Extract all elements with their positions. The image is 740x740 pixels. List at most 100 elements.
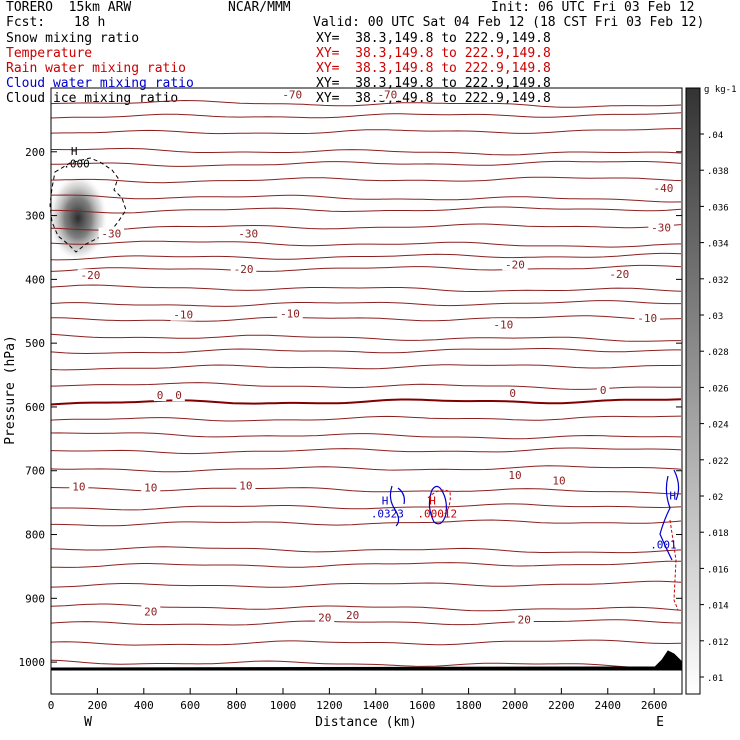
contour-label-bg xyxy=(514,613,534,626)
contour-label: -30 xyxy=(101,228,121,241)
forecast-label: Fcst: xyxy=(6,15,46,30)
y-tick-label: 800 xyxy=(25,529,45,542)
contour-label-bg xyxy=(490,318,517,331)
contour-label: 20 xyxy=(518,614,531,627)
cloud-water-contour xyxy=(389,485,405,527)
contour-label-bg xyxy=(170,308,196,321)
contour-label: -10 xyxy=(280,307,300,320)
contour-label: 10 xyxy=(144,482,157,495)
contour-label-bg xyxy=(236,479,256,492)
contour-label: 0 xyxy=(600,384,607,397)
contour-label: -20 xyxy=(234,263,254,276)
contour-label-bg xyxy=(549,474,569,487)
contour-labels: -70 -70 -40 -30 -30 -30 -20 -20 -20 -20 -10 -10 -10 -… xyxy=(69,88,677,627)
isotherm-line xyxy=(50,112,682,119)
snow-shading-region xyxy=(48,174,108,262)
contour-label: -10 xyxy=(173,309,193,322)
x-tick-label: 1400 xyxy=(363,699,390,712)
contour-label-bg xyxy=(77,269,104,282)
contour-label: -20 xyxy=(609,268,629,281)
y-tick-label: 1000 xyxy=(19,656,46,669)
contour-label-bg xyxy=(634,311,660,324)
contour-label: 10 xyxy=(72,480,85,493)
contour-label-bg xyxy=(506,387,519,400)
contour-label-bg xyxy=(230,262,257,275)
x-tick-label: 1200 xyxy=(316,699,343,712)
x-tick-label: 200 xyxy=(87,699,107,712)
org-title: NCAR/MMM xyxy=(228,0,291,15)
x-tick-label: 2600 xyxy=(641,699,668,712)
field-name-cloud-water: Cloud water mixing ratio xyxy=(6,76,194,91)
colorbar-tick-label: .02 xyxy=(707,493,723,503)
init-time: Init: 06 UTC Fri 03 Feb 12 xyxy=(491,0,695,15)
contour-label: -20 xyxy=(81,269,101,282)
contour-label: -30 xyxy=(238,228,258,241)
contour-label-bg xyxy=(141,605,161,618)
colorbar-tick-label: .028 xyxy=(707,348,729,358)
isotherm-line xyxy=(50,223,682,231)
contour-label-bg xyxy=(505,468,525,481)
contour-label: 10 xyxy=(508,469,521,482)
max-annotation: .001 xyxy=(650,539,677,552)
x-tick-label: 600 xyxy=(180,699,200,712)
colorbar-ticks: .01 .012 .014 .016 .018 .02 .022 .024 .026 .028 .0… xyxy=(700,131,729,684)
isotherm-line xyxy=(50,398,682,406)
max-annotation: H xyxy=(669,489,676,502)
x-axis-left-end: W xyxy=(84,715,92,730)
y-tick-label: 900 xyxy=(25,592,45,605)
contour-label-bg xyxy=(98,227,125,240)
contour-label: -40 xyxy=(654,182,674,195)
contour-label: -70 xyxy=(377,89,397,102)
contour-label-bg xyxy=(374,88,401,101)
colorbar-unit: g kg-1 xyxy=(704,85,737,95)
contour-label-bg xyxy=(343,609,363,622)
contour-label-bg xyxy=(141,481,161,494)
max-annotation: H xyxy=(71,145,78,158)
isotherm-line xyxy=(51,206,682,214)
contour-label: 0 xyxy=(509,387,516,400)
isotherm-line xyxy=(50,300,681,307)
isotherm-line xyxy=(50,659,682,669)
x-tick-label: 1800 xyxy=(455,699,482,712)
x-tick-label: 800 xyxy=(227,699,247,712)
field-xy-temperature: XY= 38.3,149.8 to 222.9,149.8 xyxy=(316,46,551,61)
isotherm-line xyxy=(50,240,682,248)
contour-label: 10 xyxy=(239,480,252,493)
isotherm-line xyxy=(51,160,682,167)
isotherm-line xyxy=(51,315,682,322)
contour-label: -30 xyxy=(651,221,671,234)
snow-region-outline xyxy=(49,157,127,253)
contour-label-bg xyxy=(596,384,610,396)
valid-time: Valid: 00 UTC Sat 04 Feb 12 (18 CST Fri … xyxy=(313,15,705,30)
colorbar-tick-label: .016 xyxy=(707,565,729,575)
isotherm-line xyxy=(50,619,682,626)
isotherm-line xyxy=(50,432,682,440)
colorbar-tick-label: .04 xyxy=(707,131,723,141)
isotherm-line xyxy=(50,415,682,422)
y-axis-title: Pressure (hPa) xyxy=(3,335,18,445)
contour-label-bg xyxy=(315,611,335,624)
isotherm-line xyxy=(50,252,682,261)
y-tick-label: 500 xyxy=(25,337,45,350)
x-axis: 0 200 400 600 800 1000 1200 1400 1600 1800 2000 220… xyxy=(48,688,668,712)
isotherm-line xyxy=(50,264,682,272)
contour-label-bg xyxy=(172,389,185,402)
isotherm-line xyxy=(50,580,682,588)
y-tick-label: 700 xyxy=(25,465,45,478)
x-tick-label: 0 xyxy=(48,699,55,712)
x-axis-right-end: E xyxy=(656,715,664,730)
isotherm-line xyxy=(50,560,682,568)
contour-label-bg xyxy=(277,307,303,320)
isotherm-line xyxy=(50,99,682,108)
contour-label: 10 xyxy=(552,475,565,488)
isotherm-line xyxy=(50,546,682,554)
cloud-water-contour xyxy=(659,469,680,561)
isotherm-line xyxy=(50,465,682,473)
temperature-contours xyxy=(50,99,682,669)
isotherm-line xyxy=(50,639,682,646)
y-tick-label: 300 xyxy=(25,210,45,223)
isotherm-line xyxy=(51,503,682,511)
isotherm-line xyxy=(50,333,681,342)
colorbar-tick-label: .032 xyxy=(707,276,729,286)
